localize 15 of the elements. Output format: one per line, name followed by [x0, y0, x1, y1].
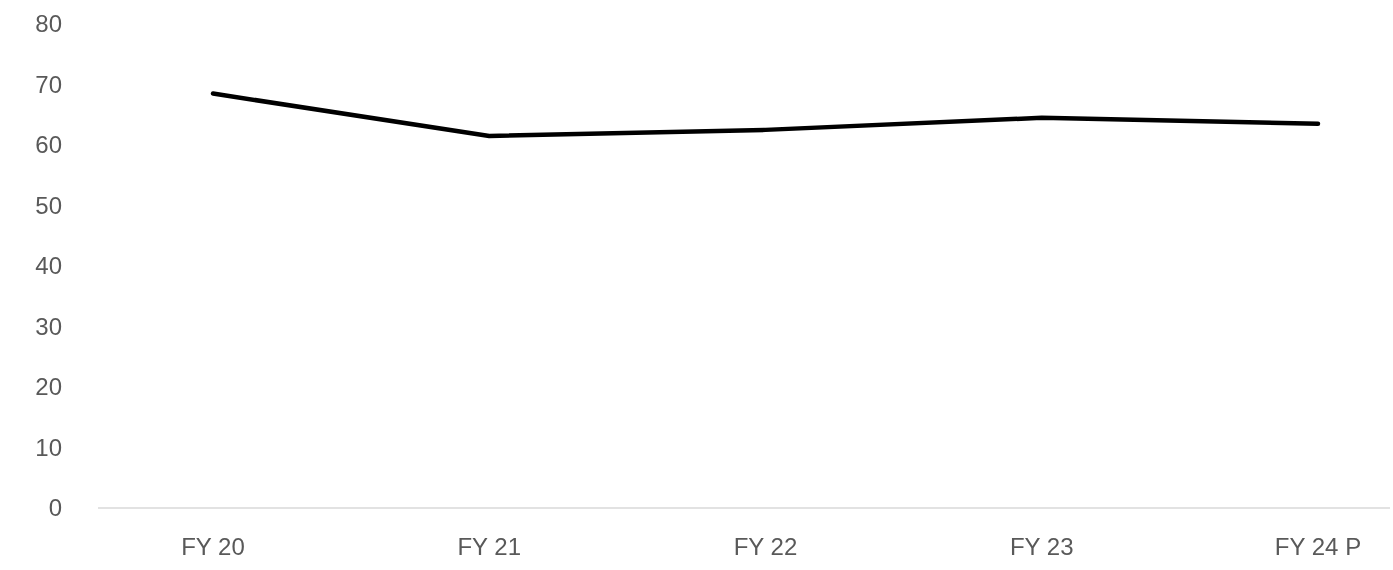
x-tick-label: FY 21	[457, 533, 522, 560]
y-tick-label: 0	[48, 494, 62, 522]
y-tick-label: 10	[35, 433, 62, 461]
y-tick-label: 50	[35, 191, 62, 219]
y-tick-label: 30	[35, 312, 62, 340]
y-tick-label: 40	[35, 252, 62, 280]
x-tick-label: FY 24 P	[1274, 533, 1362, 560]
line-series	[210, 91, 1321, 139]
y-tick-label: 70	[35, 70, 62, 98]
y-tick-label: 60	[35, 131, 62, 159]
x-tick-label: FY 20	[181, 533, 245, 560]
y-tick-label: 80	[35, 10, 62, 38]
x-tick-label: FY 22	[733, 533, 798, 560]
y-tick-label: 20	[35, 373, 62, 401]
x-tick-label: FY 23	[1009, 533, 1074, 560]
